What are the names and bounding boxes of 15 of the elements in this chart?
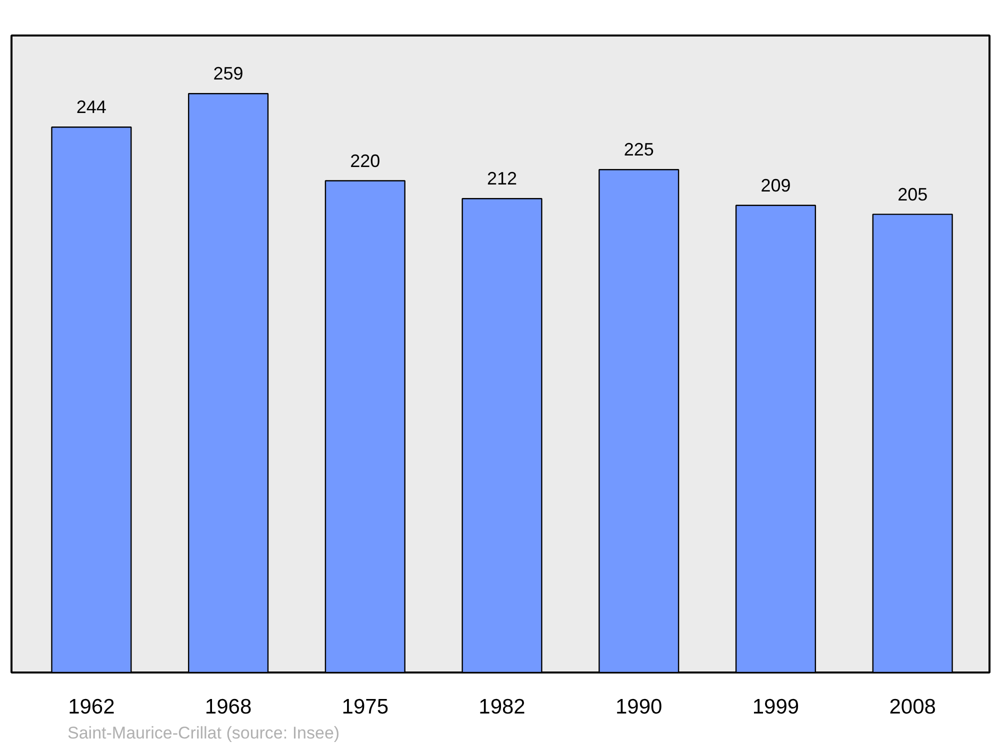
x-tick-label: 1990 xyxy=(616,696,662,718)
x-tick-label: 2008 xyxy=(889,696,936,718)
data-label: 212 xyxy=(486,168,518,189)
data-label: 225 xyxy=(624,140,654,160)
x-tick-label: 1982 xyxy=(478,696,526,718)
data-label: 244 xyxy=(76,97,106,118)
data-label: 205 xyxy=(898,184,928,204)
x-tick-label: 1999 xyxy=(752,696,800,718)
text: Saint-Maurice-Crillat (source: Insee) xyxy=(68,724,340,742)
x-tick-label: 1962 xyxy=(68,696,115,718)
data-label: 209 xyxy=(760,175,791,196)
x-tick-label: 1968 xyxy=(204,696,252,718)
data-label: 220 xyxy=(350,150,380,171)
x-tick-label: 1975 xyxy=(342,696,389,718)
data-label: 259 xyxy=(213,64,244,84)
